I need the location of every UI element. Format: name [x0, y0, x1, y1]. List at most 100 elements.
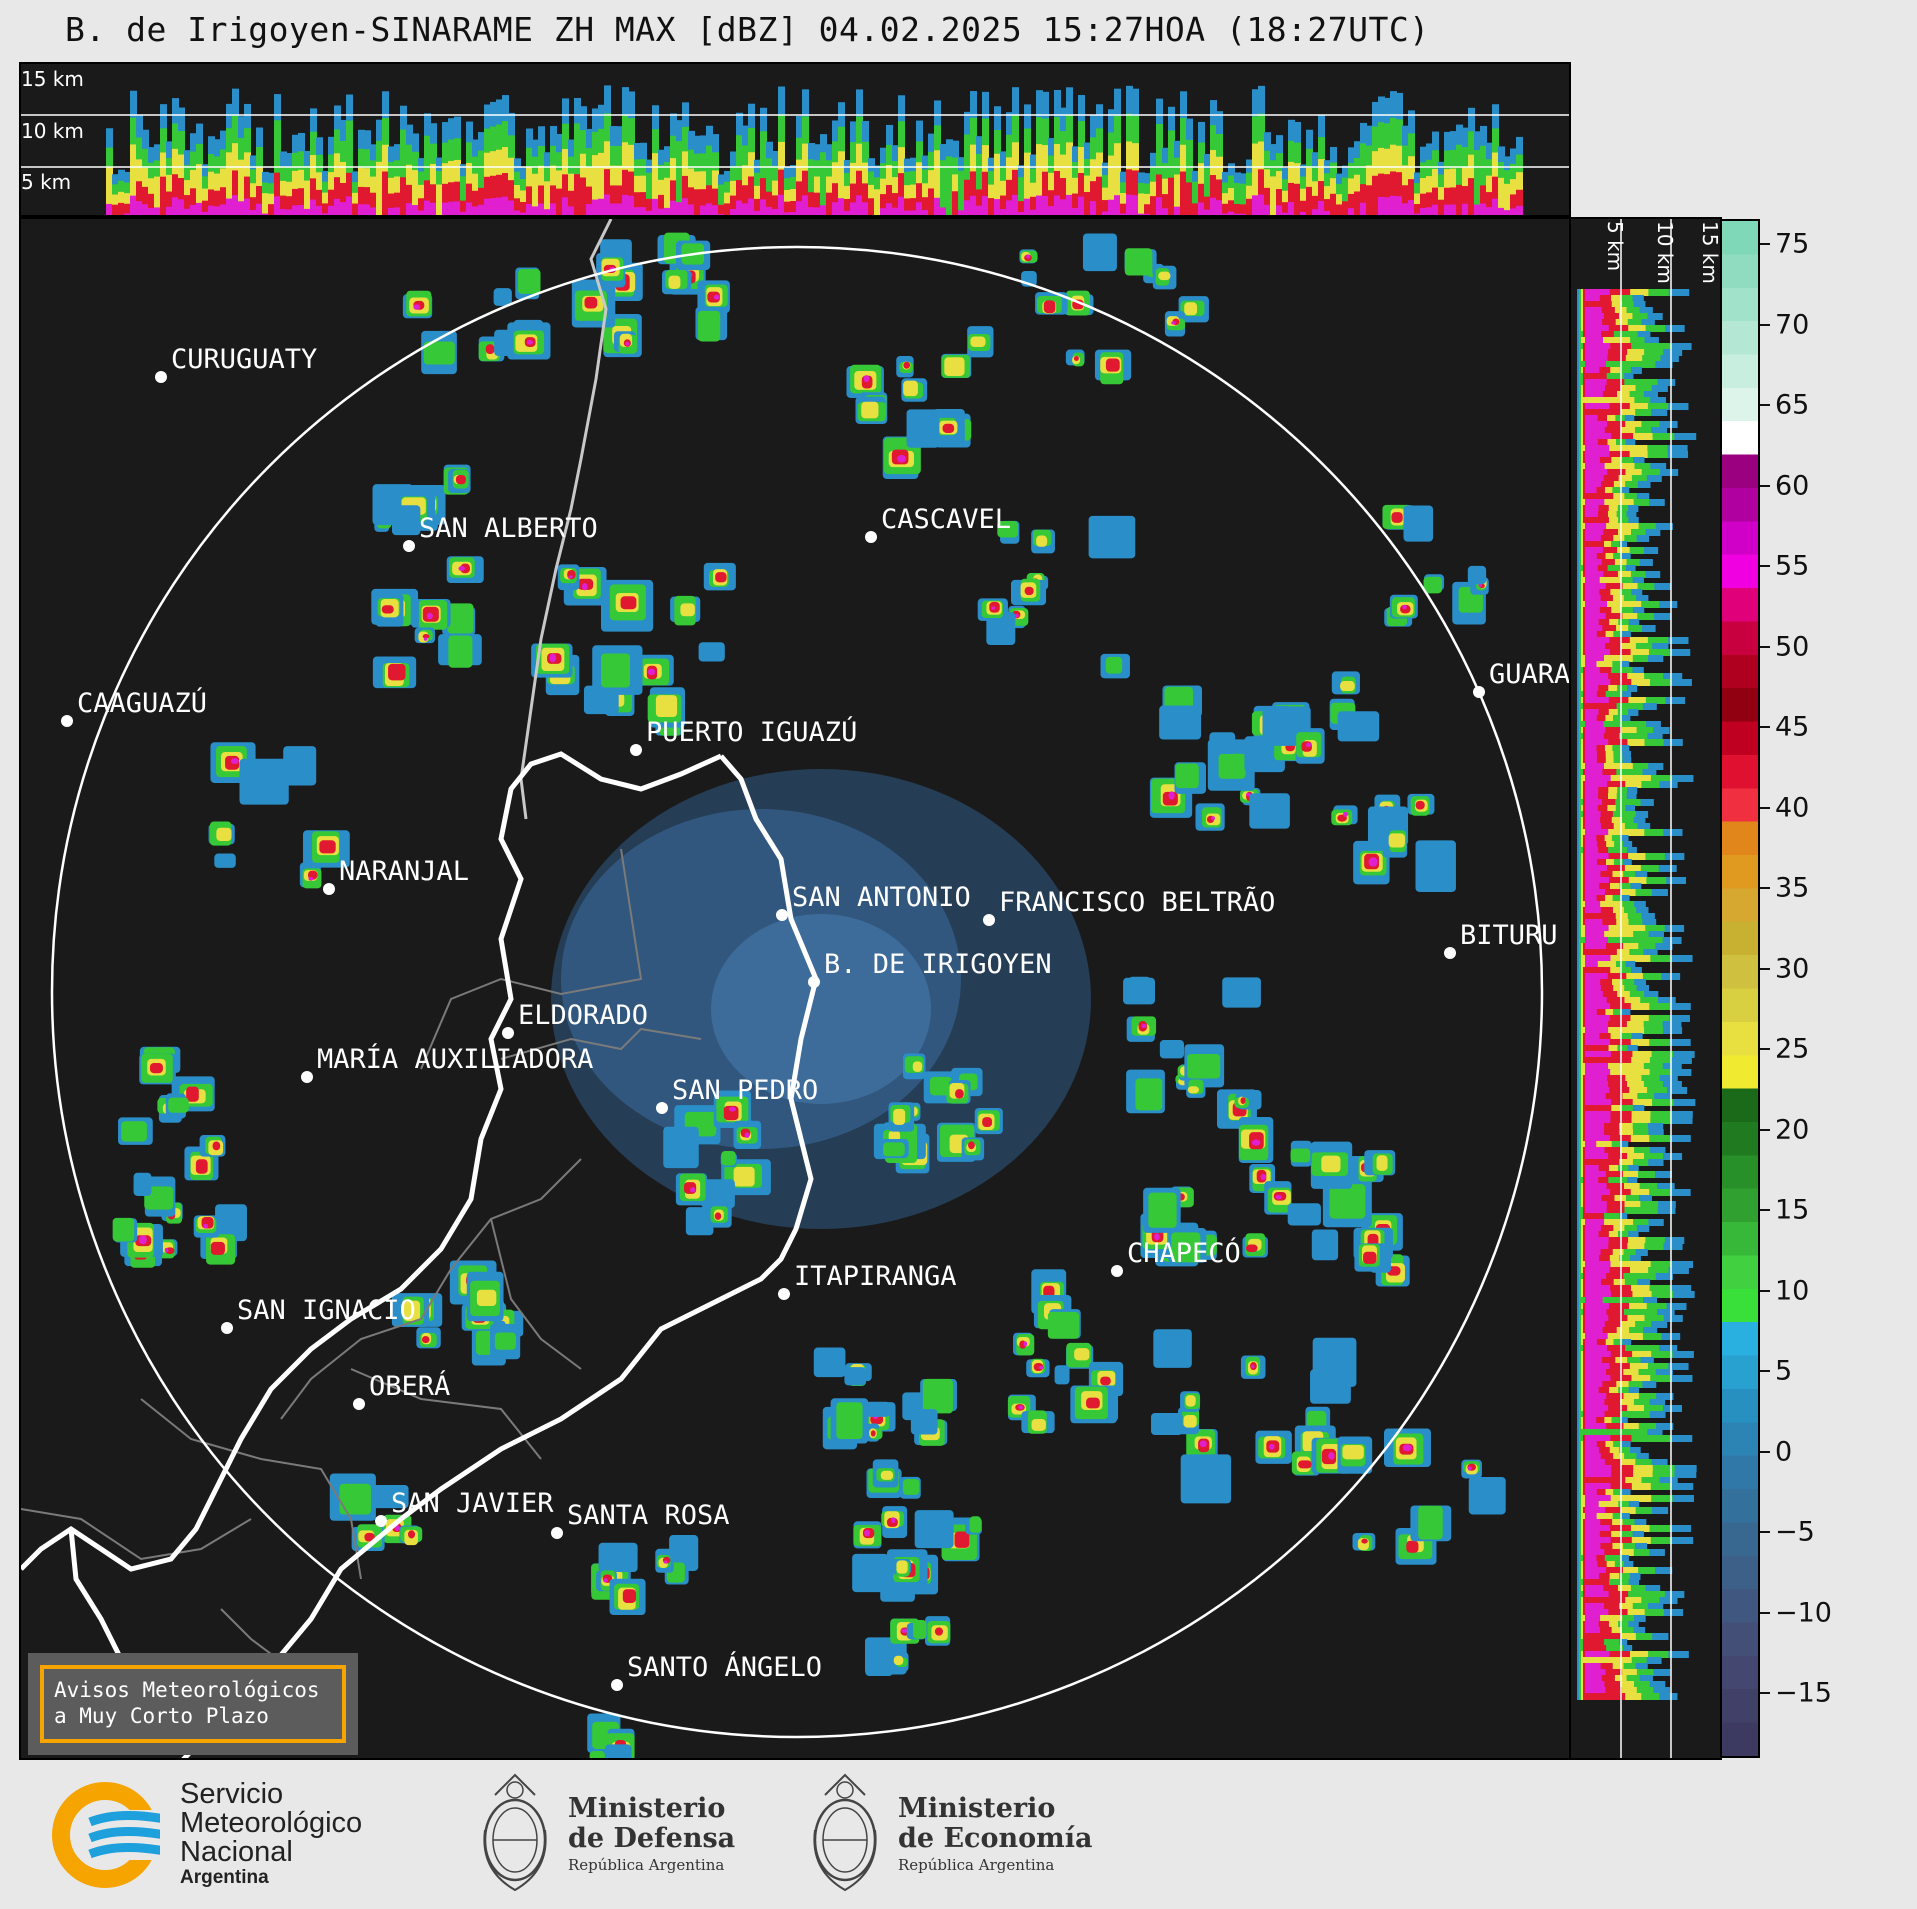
side-echo-row	[1581, 1657, 1632, 1664]
side-echo-row	[1583, 967, 1611, 974]
top-echo-column	[664, 177, 671, 215]
top-echo-column	[616, 185, 623, 215]
top-echo-column	[1366, 185, 1373, 215]
echo-cell	[1311, 1229, 1339, 1261]
top-echo-column	[1504, 210, 1511, 215]
side-echo-row	[1585, 727, 1606, 734]
top-echo-column	[544, 181, 551, 215]
side-echo-row	[1583, 409, 1621, 416]
top-echo-column	[892, 207, 899, 215]
top-echo-column	[1204, 196, 1211, 215]
top-echo-column	[778, 194, 785, 215]
top-echo-column	[616, 203, 623, 215]
side-echo-row	[1585, 721, 1604, 728]
top-echo-column	[1066, 194, 1073, 215]
side-echo-row	[1585, 1093, 1606, 1100]
city-dot	[1444, 947, 1456, 959]
top-echo-column	[664, 207, 671, 215]
side-echo-row	[1585, 433, 1612, 440]
city-dot	[808, 976, 820, 988]
top-echo-column	[370, 192, 377, 215]
top-echo-column	[1324, 199, 1331, 215]
echo-cell	[883, 1142, 905, 1157]
top-echo-column	[940, 207, 947, 215]
side-echo-row	[1585, 1453, 1601, 1460]
echo-cell	[912, 1061, 923, 1072]
top-echo-column	[130, 144, 137, 215]
top-echo-column	[958, 170, 965, 215]
top-echo-column	[808, 159, 815, 215]
city-label: CASCAVEL	[881, 504, 1011, 535]
top-echo-column	[1480, 203, 1487, 215]
echo-cell	[910, 1409, 938, 1435]
echo-cell	[1340, 681, 1355, 692]
echo-cell	[1342, 1445, 1364, 1460]
side-echo-row	[1581, 901, 1623, 908]
city-dot	[778, 1288, 790, 1300]
side-echo-row	[1585, 1567, 1606, 1574]
top-echo-column	[1018, 212, 1025, 215]
top-echo-column	[1396, 196, 1403, 215]
colorbar-tick-mark	[1760, 645, 1770, 648]
side-echo-row	[1585, 445, 1610, 452]
top-echo-column	[838, 151, 845, 215]
side-echo-row	[1585, 1009, 1597, 1016]
top-echo-column	[814, 192, 821, 215]
top-echo-column	[838, 198, 845, 215]
top-echo-column	[412, 170, 419, 215]
colorbar-tick-mark	[1760, 1289, 1770, 1292]
defensa-line-2: de Defensa	[568, 1823, 736, 1854]
city-san-pedro: SAN PEDRO	[656, 1075, 818, 1114]
echo-cell	[1310, 1369, 1351, 1404]
warning-box[interactable]: Avisos Meteorológicos a Muy Corto Plazo	[28, 1653, 358, 1755]
echo-cell	[1368, 857, 1378, 867]
top-echo-column	[148, 193, 155, 215]
top-echo-column	[1114, 143, 1121, 215]
top-echo-column	[322, 213, 329, 215]
side-echo-row	[1585, 853, 1609, 860]
side-echo-row	[1585, 1267, 1610, 1274]
top-echo-column	[1432, 187, 1439, 215]
top-echo-column	[1204, 209, 1211, 215]
top-echo-column	[334, 177, 341, 215]
echo-cell	[982, 1117, 993, 1127]
side-echo-row	[1585, 1207, 1607, 1214]
city-san-alberto: SAN ALBERTO	[403, 513, 598, 552]
top-echo-column	[1156, 174, 1163, 215]
echo-cell	[744, 1132, 750, 1138]
side-echo-row	[1581, 1513, 1613, 1520]
side-echo-row	[1585, 1225, 1601, 1232]
top-echo-column	[1426, 207, 1433, 215]
side-echo-row	[1585, 1411, 1605, 1418]
side-echo-row	[1585, 655, 1604, 662]
city-bituru: BITURU	[1444, 920, 1558, 959]
top-echo-column	[466, 202, 473, 215]
side-echo-row	[1581, 1063, 1644, 1070]
top-echo-column	[478, 187, 485, 215]
top-echo-column	[1252, 143, 1259, 215]
side-echo-row	[1585, 361, 1607, 368]
echo-cell	[1415, 800, 1425, 810]
city-dot	[1111, 1265, 1123, 1277]
echo-cell	[625, 342, 630, 346]
echo-cell	[1135, 1078, 1163, 1111]
top-echo-column	[598, 152, 605, 215]
side-echo-row	[1585, 661, 1597, 668]
top-echo-column	[1108, 155, 1115, 215]
side-echo-row	[1585, 391, 1603, 398]
city-label: CAAGUAZÚ	[77, 687, 207, 719]
top-echo-column	[130, 195, 137, 215]
echo-cell	[893, 1655, 904, 1666]
top-echo-column	[256, 185, 263, 215]
echo-cell	[1240, 1097, 1246, 1104]
warning-box-frame[interactable]: Avisos Meteorológicos a Muy Corto Plazo	[40, 1665, 346, 1743]
top-echo-column	[1492, 198, 1499, 215]
echo-cell	[1305, 742, 1312, 748]
echo-cell	[728, 1106, 736, 1112]
top-echo-column	[466, 183, 473, 215]
city-label: SAN ANTONIO	[792, 882, 971, 913]
city-dot	[353, 1398, 365, 1410]
side-echo-row	[1585, 997, 1607, 1004]
side-echo-row	[1579, 361, 1656, 368]
top-echo-column	[604, 169, 611, 215]
